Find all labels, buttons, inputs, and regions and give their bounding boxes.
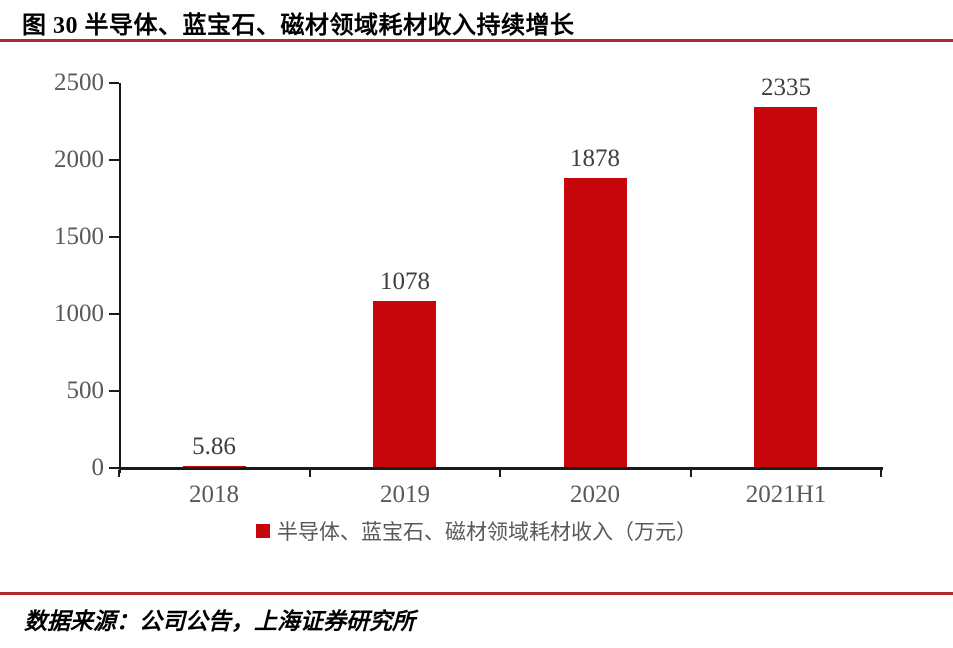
y-tick-label: 1000 <box>54 300 104 327</box>
y-tick-label: 1500 <box>54 223 104 250</box>
y-tick-mark <box>109 313 119 315</box>
title-underline-rule <box>0 39 953 42</box>
value-label: 5.86 <box>192 433 236 460</box>
x-category-label: 2021H1 <box>745 481 827 508</box>
bar <box>564 178 627 467</box>
x-category-label: 2019 <box>380 481 430 508</box>
bar <box>373 301 436 467</box>
x-category-label: 2020 <box>570 481 620 508</box>
y-tick-label: 500 <box>66 377 105 404</box>
legend-swatch-icon <box>256 524 270 538</box>
y-tick-label: 2500 <box>54 69 104 96</box>
bar <box>183 466 246 467</box>
y-tick-mark <box>109 82 119 84</box>
footer-rule <box>0 592 953 595</box>
x-tick-mark <box>118 470 120 477</box>
x-tick-mark <box>690 470 692 477</box>
bar <box>754 107 817 467</box>
x-axis-line <box>119 467 883 470</box>
value-label: 1878 <box>570 145 620 172</box>
y-tick-label: 2000 <box>54 146 104 173</box>
legend-label: 半导体、蓝宝石、磁材领域耗材收入（万元） <box>277 520 697 544</box>
y-axis-line <box>119 83 121 473</box>
y-tick-mark <box>109 467 119 469</box>
y-tick-mark <box>109 390 119 392</box>
y-tick-mark <box>109 159 119 161</box>
x-tick-mark <box>309 470 311 477</box>
figure-title: 图 30 半导体、蓝宝石、磁材领域耗材收入持续增长 <box>22 13 575 39</box>
data-source-text: 数据来源：公司公告，上海证券研究所 <box>24 609 415 634</box>
y-tick-label: 0 <box>91 454 105 481</box>
x-category-label: 2018 <box>189 481 239 508</box>
value-label: 1078 <box>380 268 430 295</box>
y-tick-mark <box>109 236 119 238</box>
value-label: 2335 <box>761 74 811 101</box>
x-tick-mark <box>880 470 882 477</box>
chart-legend: 半导体、蓝宝石、磁材领域耗材收入（万元） <box>0 516 953 546</box>
x-tick-mark <box>499 470 501 477</box>
